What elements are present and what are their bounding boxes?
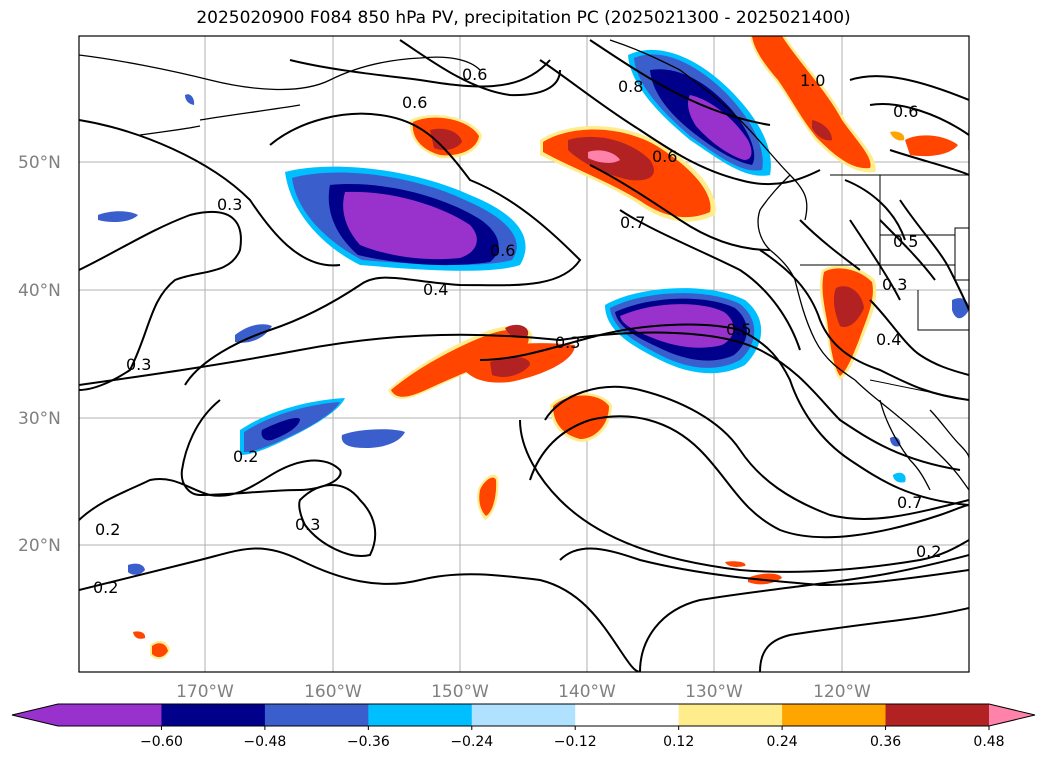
colorbar-segment	[58, 704, 162, 726]
lon-label: 160°W	[304, 682, 362, 702]
contour-label: 0.4	[423, 280, 448, 299]
latitude-labels: 50°N 40°N 30°N 20°N	[18, 153, 61, 556]
colorbar: −0.60 −0.48 −0.36 −0.24 −0.12 0.12 0.24 0.36 0.4…	[11, 703, 1036, 750]
lat-label: 40°N	[18, 281, 61, 301]
map-title: 2025020900 F084 850 hPa PV, precipitatio…	[196, 8, 851, 28]
lon-label: 120°W	[813, 682, 871, 702]
contour-label: 0.3	[295, 515, 320, 534]
lon-label: 130°W	[685, 682, 743, 702]
colorbar-segment	[575, 704, 680, 726]
political-borders	[800, 174, 969, 401]
colorbar-segment	[885, 704, 989, 726]
colorbar-outline	[11, 703, 1036, 727]
contour-label: 0.4	[876, 330, 901, 349]
colorbar-tick-label: −0.36	[347, 734, 390, 750]
contour-label: 1.0	[800, 71, 825, 90]
coastlines	[79, 39, 969, 491]
contour-label: 0.8	[618, 77, 643, 96]
colorbar-segment	[264, 704, 369, 726]
map-frame	[78, 35, 970, 673]
contour-label: 0.6	[402, 93, 427, 112]
colorbar-extend-high	[989, 704, 1035, 726]
colorbar-tick-label: −0.60	[140, 734, 183, 750]
colorbar-tick-label: −0.24	[450, 734, 493, 750]
colorbar-segment	[368, 704, 473, 726]
contour-label: 0.5	[726, 320, 751, 339]
positive-anomaly-shading	[133, 36, 958, 660]
longitude-labels: 170°W 160°W 150°W 140°W 130°W 120°W	[176, 682, 871, 702]
contour-label: 0.3	[882, 275, 907, 294]
contour-label: 0.6	[652, 147, 677, 166]
contour-label: 0.6	[893, 102, 918, 121]
colorbar-tick-label: 0.12	[663, 734, 694, 750]
contour-label: 0.3	[555, 333, 580, 352]
contour-label: 0.2	[233, 447, 258, 466]
contour-label: 0.7	[897, 493, 922, 512]
colorbar-segment	[678, 704, 783, 726]
colorbar-tick-label: 0.48	[973, 734, 1004, 750]
colorbar-tick-label: 0.24	[767, 734, 798, 750]
contour-label: 0.3	[126, 355, 151, 374]
contour-label: 0.6	[462, 65, 487, 84]
colorbar-extend-low	[12, 704, 58, 726]
contour-labels: 0.6 0.6 0.8 1.0 0.6 0.6 0.3 0.7 0.6 0.4 …	[93, 65, 941, 597]
lon-label: 150°W	[431, 682, 489, 702]
colorbar-tick-label: −0.12	[554, 734, 597, 750]
lon-label: 170°W	[176, 682, 234, 702]
colorbar-segment	[471, 704, 576, 726]
contour-label: 0.5	[893, 232, 918, 251]
contour-label: 0.2	[916, 542, 941, 561]
contour-label: 0.3	[217, 195, 242, 214]
contour-label: 0.2	[93, 578, 118, 597]
colorbar-tick-label: −0.48	[243, 734, 286, 750]
colorbar-segment	[782, 704, 887, 726]
colorbar-tick-label: 0.36	[870, 734, 901, 750]
contour-label: 0.7	[620, 213, 645, 232]
lat-label: 50°N	[18, 153, 61, 173]
colorbar-segment	[161, 704, 266, 726]
contour-label: 0.6	[490, 241, 515, 260]
lat-label: 20°N	[18, 536, 61, 556]
contour-label: 0.2	[95, 520, 120, 539]
negative-anomaly-shading	[98, 49, 969, 575]
lon-label: 140°W	[558, 682, 616, 702]
lat-label: 30°N	[18, 409, 61, 429]
